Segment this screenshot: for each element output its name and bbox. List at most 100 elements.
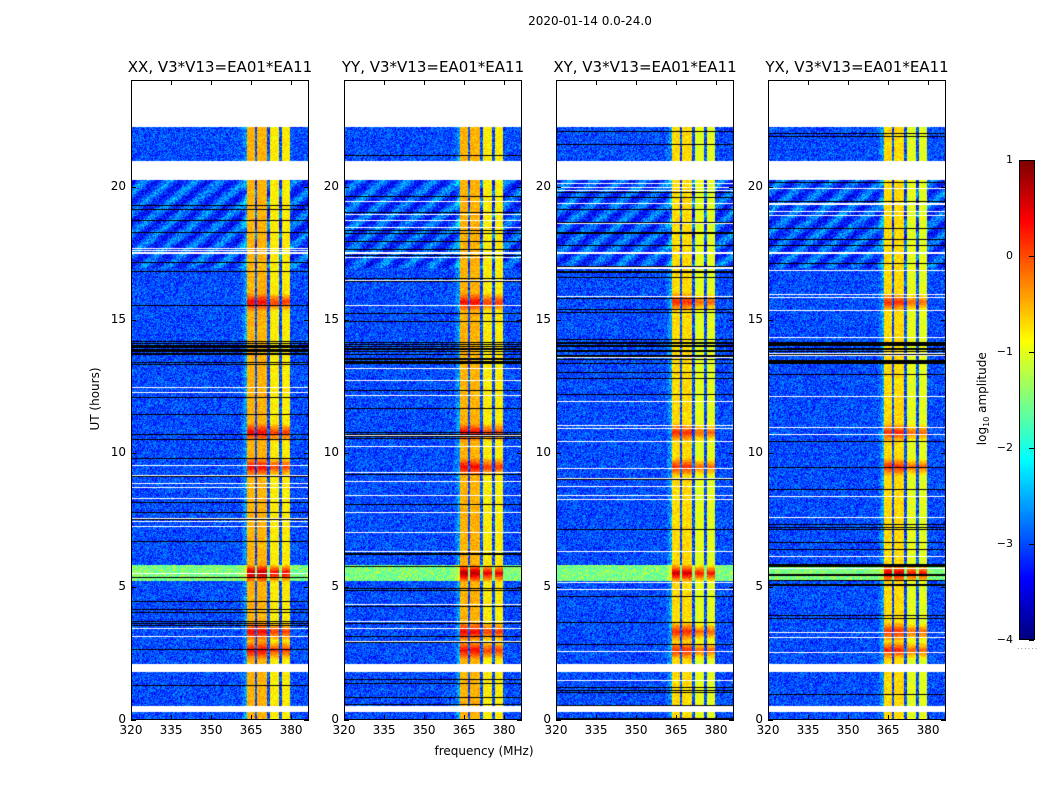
y-tick-mark bbox=[556, 720, 561, 721]
colorbar-dots: ...... bbox=[1017, 642, 1039, 651]
y-tick-label: 10 bbox=[535, 445, 551, 460]
y-tick-label: 10 bbox=[747, 445, 763, 460]
y-tick-label: 0 bbox=[755, 712, 763, 726]
y-tick-label: 10 bbox=[323, 445, 339, 460]
y-tick-mark bbox=[768, 320, 773, 321]
y-tick-label: 0 bbox=[118, 712, 126, 726]
colorbar-tick-label: 1 bbox=[1006, 153, 1013, 166]
x-tick-label: 350 bbox=[836, 723, 860, 737]
y-tick-mark bbox=[517, 320, 522, 321]
x-tick-mark bbox=[888, 80, 890, 85]
x-tick-mark bbox=[424, 80, 426, 85]
y-tick-mark bbox=[768, 186, 773, 188]
y-tick-mark bbox=[517, 186, 522, 188]
colorbar-tick-label: −2 bbox=[996, 441, 1013, 454]
x-tick-mark bbox=[808, 80, 810, 85]
x-tick-mark bbox=[928, 715, 930, 720]
y-tick-mark bbox=[131, 453, 136, 455]
x-tick-mark bbox=[464, 715, 466, 720]
x-tick-label: 320 bbox=[332, 723, 356, 737]
y-tick-mark bbox=[768, 586, 773, 588]
x-tick-label: 365 bbox=[664, 723, 688, 737]
heatmap-panel-yy bbox=[344, 80, 522, 720]
y-tick-label: 20 bbox=[747, 178, 763, 193]
y-tick-label: 15 bbox=[323, 312, 339, 326]
colorbar-label: log10 amplitude bbox=[975, 352, 992, 445]
x-tick-mark bbox=[344, 80, 345, 85]
y-tick-mark bbox=[556, 586, 561, 588]
y-tick-mark bbox=[556, 320, 561, 321]
heatmap-panel-xx bbox=[131, 80, 309, 720]
x-tick-mark bbox=[464, 80, 466, 85]
colorbar-tick-mark bbox=[1029, 352, 1034, 353]
colorbar-tick-label: −4 bbox=[996, 633, 1013, 646]
x-tick-mark bbox=[716, 80, 718, 85]
panel-title-yy: YY, V3*V13=EA01*EA11 bbox=[341, 58, 525, 76]
spectrogram-heatmap bbox=[345, 81, 521, 719]
x-tick-label: 320 bbox=[756, 723, 780, 737]
colorbar-tick-label: −3 bbox=[996, 537, 1013, 550]
x-tick-label: 320 bbox=[544, 723, 568, 737]
panel-title-xy: XY, V3*V13=EA01*EA11 bbox=[553, 58, 737, 76]
x-tick-mark bbox=[676, 715, 678, 720]
x-tick-mark bbox=[251, 715, 253, 720]
y-tick-mark bbox=[304, 186, 309, 188]
y-tick-label: 10 bbox=[110, 445, 126, 460]
y-tick-mark bbox=[941, 720, 946, 721]
x-tick-mark bbox=[768, 715, 769, 720]
x-tick-mark bbox=[808, 715, 810, 720]
x-tick-mark bbox=[211, 80, 213, 85]
y-tick-mark bbox=[556, 186, 561, 188]
colorbar-gradient bbox=[1020, 161, 1034, 639]
y-tick-label: 0 bbox=[543, 712, 551, 726]
y-tick-mark bbox=[729, 320, 734, 321]
colorbar-label-subscript: 10 bbox=[982, 416, 992, 427]
colorbar-tick-label: −1 bbox=[996, 345, 1013, 358]
y-tick-mark bbox=[131, 720, 136, 721]
y-tick-label: 5 bbox=[543, 578, 551, 593]
x-tick-mark bbox=[716, 715, 718, 720]
y-tick-mark bbox=[344, 453, 349, 455]
spectrogram-heatmap bbox=[769, 81, 945, 719]
y-tick-label: 5 bbox=[331, 578, 339, 593]
x-tick-mark bbox=[291, 715, 293, 720]
x-tick-label: 320 bbox=[119, 723, 143, 737]
y-tick-label: 5 bbox=[755, 578, 763, 593]
y-tick-mark bbox=[344, 186, 349, 188]
x-tick-label: 380 bbox=[916, 723, 940, 737]
y-tick-label: 5 bbox=[118, 578, 126, 593]
y-tick-mark bbox=[304, 586, 309, 588]
y-tick-mark bbox=[344, 320, 349, 321]
x-tick-mark bbox=[171, 715, 173, 720]
y-tick-mark bbox=[941, 453, 946, 455]
x-tick-mark bbox=[251, 80, 253, 85]
x-tick-label: 350 bbox=[412, 723, 436, 737]
y-tick-mark bbox=[768, 720, 773, 721]
y-tick-mark bbox=[517, 720, 522, 721]
x-tick-mark bbox=[636, 715, 638, 720]
x-tick-label: 380 bbox=[492, 723, 516, 737]
x-tick-mark bbox=[636, 80, 638, 85]
x-tick-label: 365 bbox=[876, 723, 900, 737]
y-tick-label: 15 bbox=[110, 312, 126, 326]
y-tick-mark bbox=[941, 186, 946, 188]
x-tick-label: 365 bbox=[452, 723, 476, 737]
heatmap-panel-xy bbox=[556, 80, 734, 720]
y-tick-mark bbox=[729, 186, 734, 188]
y-tick-mark bbox=[517, 453, 522, 455]
x-tick-mark bbox=[504, 715, 506, 720]
y-tick-mark bbox=[304, 320, 309, 321]
x-axis-label: frequency (MHz) bbox=[434, 744, 534, 758]
y-tick-mark bbox=[517, 586, 522, 588]
x-tick-mark bbox=[768, 80, 769, 85]
y-tick-label: 20 bbox=[535, 178, 551, 193]
x-tick-mark bbox=[888, 715, 890, 720]
x-tick-mark bbox=[596, 80, 598, 85]
y-tick-label: 0 bbox=[331, 712, 339, 726]
x-tick-label: 350 bbox=[199, 723, 223, 737]
y-tick-mark bbox=[131, 186, 136, 188]
x-tick-mark bbox=[291, 80, 293, 85]
x-tick-label: 365 bbox=[239, 723, 263, 737]
y-tick-label: 15 bbox=[747, 312, 763, 326]
x-tick-label: 350 bbox=[624, 723, 648, 737]
